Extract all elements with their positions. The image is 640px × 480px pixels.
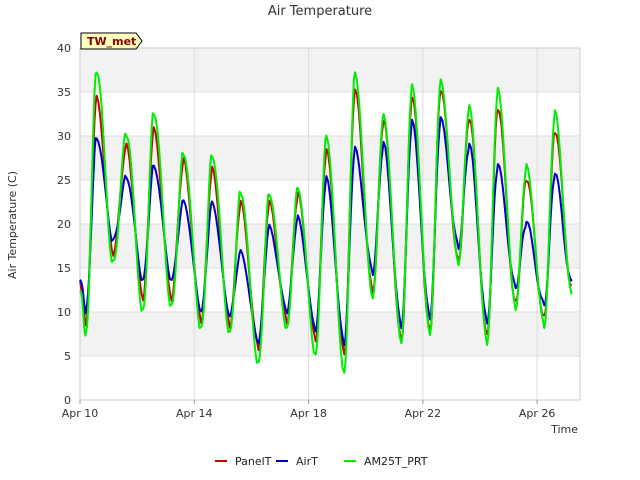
plot-band [80,312,580,356]
plot-band [80,224,580,268]
y-tick-label: 10 [57,306,71,319]
plot-bands [80,48,580,356]
x-tick-label: Apr 18 [290,407,327,420]
y-axis-title: Air Temperature (C) [6,171,19,279]
x-tick-label: Apr 26 [519,407,556,420]
station-badge: TW_met [80,32,143,50]
y-tick-label: 15 [57,262,71,275]
y-tick-label: 25 [57,174,71,187]
x-tick-label: Apr 14 [176,407,213,420]
x-axis-ticks: Apr 10 Apr 14 Apr 18 Apr 22 Apr 26 [62,400,556,420]
plot-band [80,48,580,92]
station-badge-shape [80,32,143,50]
series-lines [79,71,573,374]
x-tick-label: Apr 22 [405,407,442,420]
y-axis-ticks: 0 5 10 15 20 25 30 35 40 [57,42,71,407]
y-tick-label: 30 [57,130,71,143]
y-tick-label: 40 [57,42,71,55]
x-axis-title: Time [550,423,578,436]
legend: PanelT AirT AM25T_PRT [215,455,428,468]
y-tick-label: 5 [64,350,71,363]
station-badge-label: TW_met [87,35,136,48]
legend-label: PanelT [235,455,272,468]
legend-label: AirT [296,455,318,468]
chart-title: Air Temperature [268,4,372,19]
x-tick-label: Apr 10 [62,407,99,420]
series-line-am25t-prt [79,71,573,374]
plot-frame [79,47,581,401]
y-tick-label: 20 [57,218,71,231]
y-tick-label: 35 [57,86,71,99]
legend-label: AM25T_PRT [364,455,428,468]
y-tick-label: 0 [64,394,71,407]
